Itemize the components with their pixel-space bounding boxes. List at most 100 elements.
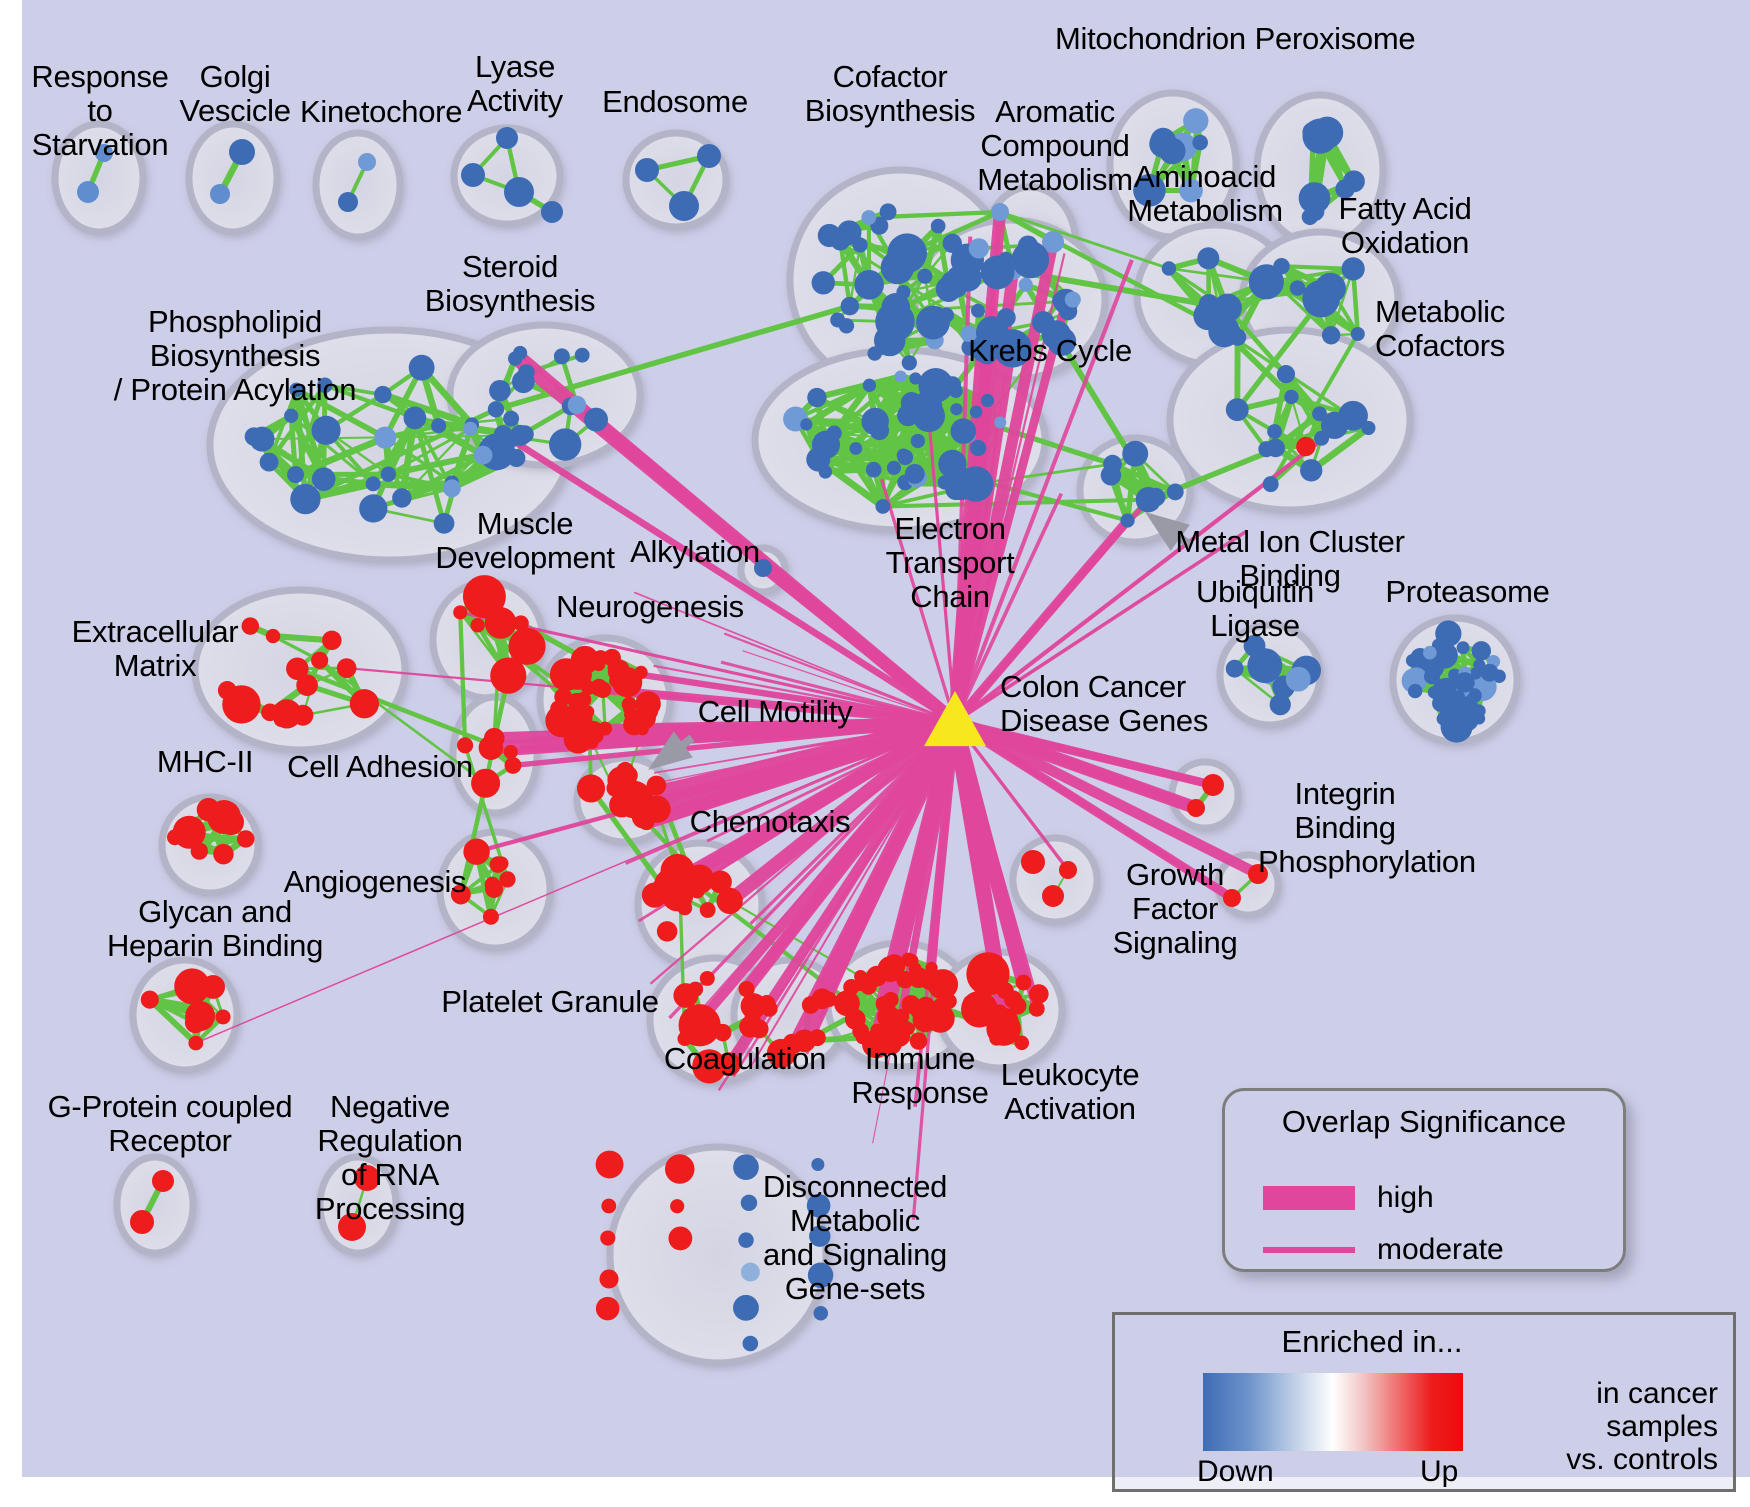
gene-set-node[interactable]	[809, 1225, 831, 1247]
gene-set-node[interactable]	[598, 721, 613, 736]
gene-set-node[interactable]	[1183, 108, 1209, 134]
gene-set-node[interactable]	[503, 410, 520, 427]
gene-set-node[interactable]	[443, 479, 461, 498]
gene-set-node[interactable]	[961, 990, 998, 1028]
gene-set-node[interactable]	[699, 902, 716, 918]
gene-set-node[interactable]	[478, 735, 504, 760]
gene-set-node[interactable]	[749, 1019, 769, 1039]
gene-set-node[interactable]	[609, 674, 622, 688]
gene-set-node[interactable]	[742, 1335, 759, 1352]
gene-set-node[interactable]	[950, 418, 977, 444]
gene-set-node[interactable]	[1247, 648, 1283, 684]
gene-set-node[interactable]	[852, 237, 868, 253]
gene-set-node[interactable]	[1122, 440, 1149, 467]
gene-set-node[interactable]	[738, 980, 755, 998]
gene-set-node[interactable]	[584, 407, 609, 432]
gene-set-node[interactable]	[311, 467, 336, 491]
gene-set-node[interactable]	[374, 385, 392, 404]
gene-set-node[interactable]	[679, 988, 697, 1005]
gene-set-node[interactable]	[1179, 178, 1203, 203]
gene-set-node[interactable]	[504, 177, 534, 207]
gene-set-node[interactable]	[1146, 487, 1166, 507]
gene-set-node[interactable]	[1276, 365, 1296, 384]
gene-set-node[interactable]	[1017, 235, 1039, 256]
gene-set-node[interactable]	[513, 615, 529, 632]
gene-set-node[interactable]	[576, 774, 606, 803]
gene-set-node[interactable]	[813, 1306, 829, 1321]
gene-set-node[interactable]	[511, 370, 535, 394]
gene-set-node[interactable]	[901, 355, 917, 371]
gene-set-node[interactable]	[867, 346, 882, 361]
gene-set-node[interactable]	[450, 884, 471, 905]
gene-set-node[interactable]	[336, 658, 357, 678]
gene-set-node[interactable]	[1456, 641, 1470, 655]
gene-set-node[interactable]	[1202, 774, 1224, 796]
gene-set-node[interactable]	[861, 407, 889, 436]
gene-set-node[interactable]	[968, 238, 989, 259]
gene-set-node[interactable]	[1467, 688, 1482, 703]
gene-set-node[interactable]	[172, 815, 206, 849]
gene-set-node[interactable]	[865, 461, 882, 478]
gene-set-node[interactable]	[879, 203, 897, 221]
gene-set-node[interactable]	[969, 405, 983, 419]
gene-set-node[interactable]	[696, 1017, 711, 1032]
gene-set-node[interactable]	[920, 971, 939, 990]
gene-set-node[interactable]	[354, 1165, 380, 1191]
gene-set-node[interactable]	[1166, 483, 1184, 501]
gene-set-node[interactable]	[77, 181, 99, 203]
gene-set-node[interactable]	[986, 1011, 1021, 1046]
gene-set-node[interactable]	[284, 408, 299, 423]
gene-set-node[interactable]	[374, 426, 397, 449]
gene-set-node[interactable]	[600, 1230, 616, 1246]
gene-set-node[interactable]	[554, 687, 573, 706]
gene-set-node[interactable]	[487, 401, 505, 418]
gene-set-node[interactable]	[1266, 273, 1282, 289]
gene-set-node[interactable]	[365, 476, 381, 492]
gene-set-node[interactable]	[431, 418, 447, 434]
gene-set-node[interactable]	[1267, 424, 1282, 439]
gene-set-node[interactable]	[241, 617, 260, 635]
gene-set-node[interactable]	[1300, 459, 1323, 482]
gene-set-node[interactable]	[1407, 683, 1423, 699]
gene-set-node[interactable]	[1454, 706, 1479, 732]
gene-set-node[interactable]	[463, 421, 478, 436]
gene-set-node[interactable]	[489, 379, 511, 402]
hub-triangle[interactable]	[924, 691, 986, 747]
gene-set-node[interactable]	[1427, 686, 1441, 699]
gene-set-node[interactable]	[689, 883, 705, 899]
gene-set-node[interactable]	[595, 1296, 620, 1321]
gene-set-node[interactable]	[1305, 201, 1325, 222]
gene-set-node[interactable]	[862, 378, 877, 392]
gene-set-node[interactable]	[670, 1199, 685, 1214]
gene-set-node[interactable]	[947, 266, 967, 286]
gene-set-node[interactable]	[490, 657, 527, 694]
gene-set-node[interactable]	[513, 345, 528, 361]
gene-set-node[interactable]	[836, 220, 862, 245]
gene-set-node[interactable]	[140, 990, 159, 1009]
gene-set-node[interactable]	[594, 681, 612, 699]
gene-set-node[interactable]	[980, 393, 995, 408]
gene-set-node[interactable]	[904, 463, 925, 484]
gene-set-node[interactable]	[286, 657, 309, 680]
gene-set-node[interactable]	[937, 310, 952, 325]
gene-set-node[interactable]	[1197, 247, 1220, 270]
gene-set-node[interactable]	[1471, 641, 1492, 661]
gene-set-node[interactable]	[287, 466, 305, 484]
gene-set-node[interactable]	[796, 1030, 813, 1048]
gene-set-node[interactable]	[1314, 430, 1330, 446]
gene-set-node[interactable]	[504, 756, 522, 774]
gene-set-node[interactable]	[800, 418, 813, 431]
gene-set-node[interactable]	[1341, 257, 1365, 281]
gene-set-node[interactable]	[949, 384, 963, 398]
gene-set-node[interactable]	[808, 1029, 826, 1047]
gene-set-node[interactable]	[754, 559, 772, 577]
gene-set-node[interactable]	[210, 184, 230, 204]
gene-set-node[interactable]	[601, 1198, 617, 1214]
gene-set-node[interactable]	[966, 952, 1010, 996]
gene-set-node[interactable]	[1289, 280, 1306, 296]
gene-set-node[interactable]	[503, 744, 518, 760]
gene-set-node[interactable]	[1225, 659, 1244, 678]
gene-set-node[interactable]	[265, 628, 281, 644]
gene-set-node[interactable]	[709, 870, 732, 894]
gene-set-node[interactable]	[1273, 257, 1290, 275]
